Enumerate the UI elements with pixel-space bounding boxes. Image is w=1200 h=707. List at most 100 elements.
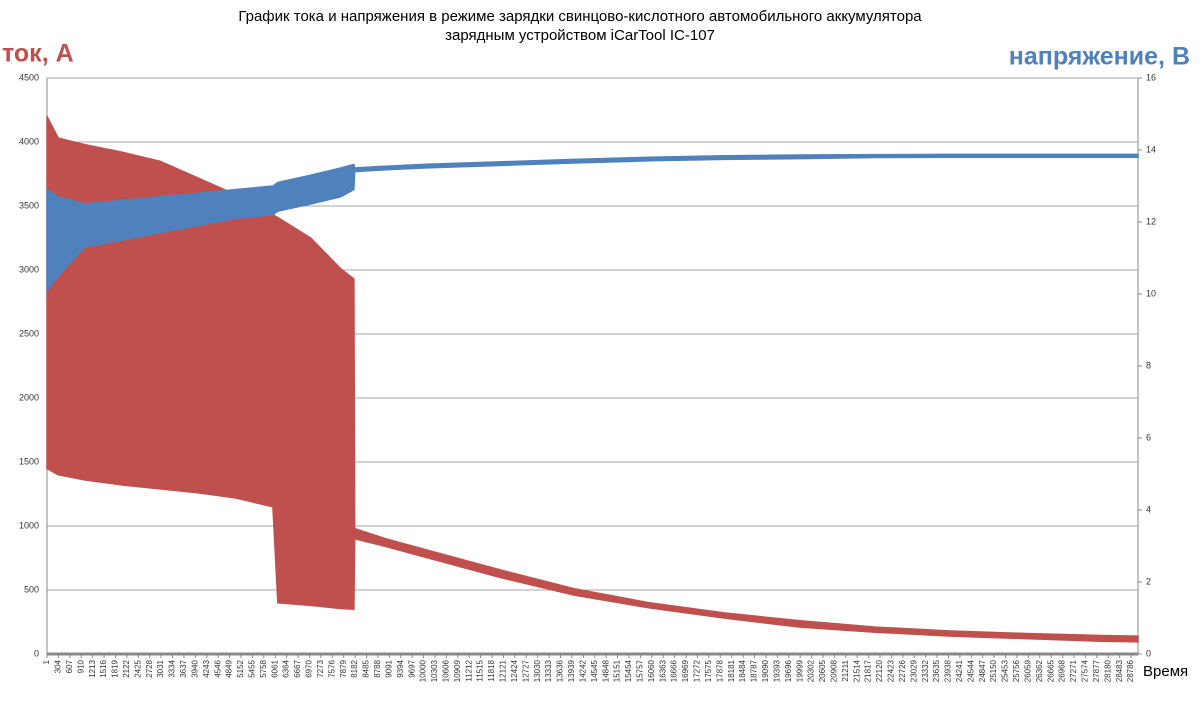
x-tick-label: 7576 (327, 659, 336, 677)
x-tick-label: 22726 (898, 659, 907, 682)
x-tick-label: 3637 (179, 659, 188, 677)
y-tick-label: 0 (34, 648, 39, 658)
x-tick-label: 26059 (1023, 659, 1032, 682)
x-tick-label: 28483 (1115, 659, 1124, 682)
x-tick-label: 24241 (955, 659, 964, 682)
x-tick-label: 24544 (966, 659, 975, 682)
x-tick-label: 25150 (989, 659, 998, 682)
x-axis-label: Время (1143, 663, 1188, 680)
x-tick-label: 24847 (978, 659, 987, 682)
x-tick-label: 28180 (1103, 659, 1112, 682)
x-tick-label: 21514 (852, 659, 861, 682)
x-tick-label: 18181 (727, 659, 736, 682)
x-tick-label: 1819 (111, 659, 120, 677)
x-tick-label: 16363 (658, 659, 667, 682)
x-tick-label: 6061 (270, 659, 279, 677)
x-tick-label: 23635 (932, 659, 941, 682)
x-tick-label: 10909 (453, 659, 462, 682)
x-tick-label: 27271 (1069, 659, 1078, 682)
x-tick-label: 8788 (373, 659, 382, 677)
y-tick-label: 4000 (19, 136, 39, 146)
x-tick-label: 13030 (533, 659, 542, 682)
x-tick-label: 1213 (88, 659, 97, 677)
x-tick-label: 21817 (864, 659, 873, 682)
x-tick-label: 22423 (887, 659, 896, 682)
value-band (46, 116, 1139, 643)
x-tick-label: 15454 (624, 659, 633, 682)
x-tick-label: 1516 (99, 659, 108, 677)
x-tick-label: 17575 (704, 659, 713, 682)
x-tick-label: 14848 (601, 659, 610, 682)
y-tick-label: 3000 (19, 264, 39, 274)
x-tick-label: 17272 (693, 659, 702, 682)
y-tick-label: 1500 (19, 456, 39, 466)
y2-tick-label: 12 (1146, 216, 1156, 226)
x-tick-label: 4849 (225, 659, 234, 677)
x-tick-label: 20908 (829, 659, 838, 682)
x-tick-label: 25756 (1012, 659, 1021, 682)
y-tick-label: 3500 (19, 200, 39, 210)
x-tick-label: 6970 (305, 659, 314, 677)
x-tick-label: 27574 (1081, 659, 1090, 682)
x-tick-label: 11212 (464, 659, 473, 681)
x-tick-label: 20605 (818, 659, 827, 682)
x-tick-label: 607 (65, 659, 74, 673)
x-tick-label: 25453 (1001, 659, 1010, 682)
y2-tick-label: 4 (1146, 504, 1151, 514)
x-tick-label: 13939 (567, 659, 576, 682)
y-tick-label: 500 (24, 584, 39, 594)
y2-tick-label: 8 (1146, 360, 1151, 370)
x-tick-label: 23029 (909, 659, 918, 682)
x-tick-label: 23938 (944, 659, 953, 682)
x-tick-label: 16969 (681, 659, 690, 682)
y2-tick-label: 10 (1146, 288, 1156, 298)
x-tick-label: 10303 (430, 659, 439, 682)
y2-axis-label: напряжение, В (1009, 43, 1190, 71)
x-tick-label: 3940 (190, 659, 199, 677)
x-tick-label: 16666 (670, 659, 679, 682)
x-tick-label: 9091 (384, 659, 393, 677)
x-tick-label: 5455 (248, 659, 257, 677)
x-tick-label: 19393 (772, 659, 781, 682)
x-tick-label: 15757 (635, 659, 644, 682)
x-tick-label: 22120 (875, 659, 884, 682)
y2-tick-label: 0 (1146, 648, 1151, 658)
chart-title: зарядным устройством iCarTool IC-107 (445, 27, 715, 44)
y-axis-label: ток, А (2, 40, 74, 68)
x-tick-label: 12424 (510, 659, 519, 682)
x-tick-label: 4546 (213, 659, 222, 677)
x-tick-label: 16060 (647, 659, 656, 682)
x-tick-label: 26968 (1058, 659, 1067, 682)
x-tick-label: 23332 (921, 659, 930, 682)
x-tick-label: 12727 (521, 659, 530, 682)
x-tick-label: 2728 (145, 659, 154, 677)
y-tick-label: 1000 (19, 520, 39, 530)
x-tick-label: 13333 (544, 659, 553, 682)
x-tick-label: 11515 (476, 659, 485, 681)
y2-tick-label: 6 (1146, 432, 1151, 442)
x-tick-label: 9394 (396, 659, 405, 677)
x-tick-label: 14545 (590, 659, 599, 682)
x-tick-label: 6364 (282, 659, 291, 677)
x-tick-label: 18484 (738, 659, 747, 682)
y-tick-label: 2000 (19, 392, 39, 402)
y-tick-label: 2500 (19, 328, 39, 338)
x-tick-label: 14242 (578, 659, 587, 682)
x-tick-label: 2122 (122, 659, 131, 677)
x-tick-label: 19999 (795, 659, 804, 682)
x-tick-label: 17878 (715, 659, 724, 682)
x-tick-label: 11818 (487, 659, 496, 681)
x-tick-label: 5152 (236, 659, 245, 677)
x-tick-label: 910 (76, 659, 85, 673)
x-tick-label: 26362 (1035, 659, 1044, 682)
x-tick-label: 10000 (419, 659, 428, 682)
x-tick-label: 4243 (202, 659, 211, 677)
x-tick-label: 1 (42, 659, 51, 664)
x-tick-label: 8182 (350, 659, 359, 677)
x-tick-label: 19090 (761, 659, 770, 682)
y-tick-label: 4500 (19, 72, 39, 82)
x-tick-label: 7273 (316, 659, 325, 677)
x-tick-label: 3334 (168, 659, 177, 677)
x-tick-label: 15151 (613, 659, 622, 682)
